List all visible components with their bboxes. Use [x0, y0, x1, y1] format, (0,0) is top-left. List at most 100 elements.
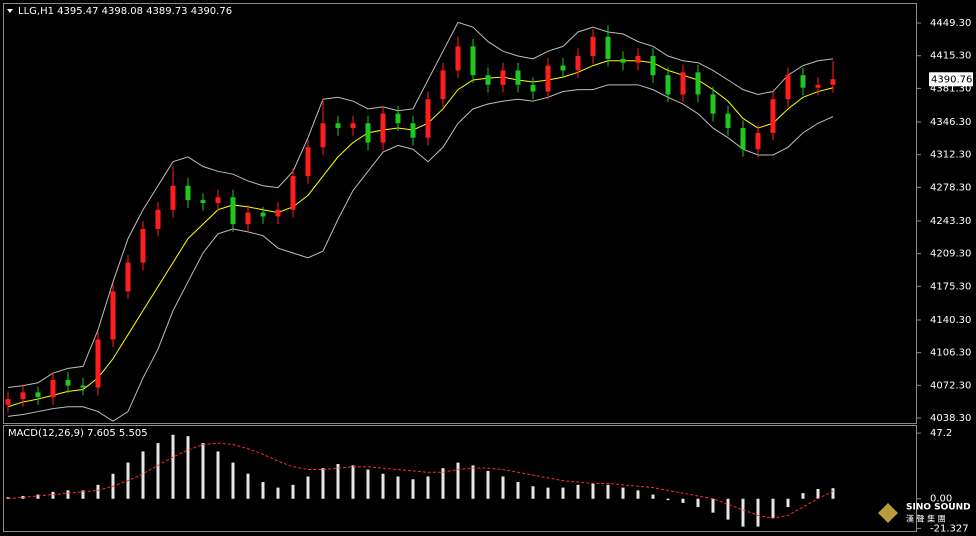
- macd-bar: [621, 487, 625, 499]
- macd-bar: [246, 473, 250, 499]
- candle-body: [305, 147, 311, 177]
- candle-body: [140, 228, 146, 263]
- candle-body: [635, 55, 641, 63]
- candle-body: [680, 72, 686, 95]
- y-tick-label: 4449.30: [930, 18, 971, 29]
- candle-body: [815, 84, 821, 88]
- price-title: LLG,H1 4395.47 4398.08 4389.73 4390.76: [18, 6, 232, 17]
- macd-bar: [411, 479, 415, 499]
- candle-body: [110, 291, 116, 340]
- macd-bar: [366, 469, 370, 499]
- macd-bar: [636, 490, 640, 499]
- candle-body: [5, 399, 11, 405]
- macd-panel: [3, 425, 917, 532]
- macd-bar: [51, 491, 55, 499]
- macd-bar: [801, 493, 805, 499]
- macd-bar: [381, 473, 385, 499]
- macd-bar: [516, 482, 520, 499]
- macd-bar: [546, 487, 550, 499]
- candle-body: [650, 55, 656, 76]
- y-tick-label: 4140.30: [930, 315, 971, 326]
- macd-bar: [816, 489, 820, 499]
- macd-bar: [561, 487, 565, 499]
- macd-bar: [336, 463, 340, 499]
- candle-body: [275, 209, 281, 217]
- macd-bar: [741, 498, 745, 527]
- macd-bar: [771, 498, 775, 519]
- macd-bar: [831, 488, 835, 499]
- macd-bar: [576, 484, 580, 499]
- candle-body: [335, 123, 341, 129]
- watermark: SINO SOUND 漢 聲 集 團: [878, 503, 971, 524]
- candle-body: [155, 209, 161, 229]
- candle-body: [695, 72, 701, 95]
- macd-bar: [171, 434, 175, 499]
- macd-bar: [651, 494, 655, 499]
- last-price-label: 4390.76: [931, 74, 972, 85]
- candle-body: [395, 113, 401, 124]
- candle-body: [50, 379, 56, 398]
- y-tick-label: 4278.30: [930, 182, 971, 193]
- candle-body: [590, 36, 596, 56]
- candle-body: [425, 99, 431, 138]
- candle-body: [785, 75, 791, 100]
- y-tick-label: 4106.30: [930, 348, 971, 359]
- candle-body: [485, 75, 491, 85]
- macd-bar: [606, 484, 610, 499]
- candle-body: [230, 197, 236, 225]
- candle-body: [725, 113, 731, 129]
- candle-body: [440, 70, 446, 100]
- macd-bar: [186, 436, 190, 499]
- candle-body: [290, 176, 296, 210]
- macd-bar: [216, 451, 220, 499]
- candle-body: [245, 212, 251, 225]
- macd-bar: [426, 476, 430, 499]
- candle-body: [665, 75, 671, 95]
- macd-bar: [291, 484, 295, 499]
- macd-bar: [456, 462, 460, 499]
- macd-bar: [6, 497, 10, 499]
- macd-bar: [486, 470, 490, 499]
- y-tick-label: 4243.30: [930, 216, 971, 227]
- macd-bar: [591, 483, 595, 499]
- macd-bar: [441, 468, 445, 499]
- candle-body: [455, 46, 461, 71]
- candle-body: [125, 262, 131, 292]
- y-tick-label: 4346.30: [930, 117, 971, 128]
- macd-bar: [36, 494, 40, 499]
- macd-bar: [786, 498, 790, 508]
- candle-body: [260, 212, 266, 217]
- candle-body: [560, 65, 566, 71]
- y-tick-label: 4312.30: [930, 150, 971, 161]
- candle-body: [500, 70, 506, 85]
- macd-bar: [501, 476, 505, 499]
- candle-body: [830, 79, 836, 85]
- macd-bar: [96, 484, 100, 499]
- y-tick-label: 0.00: [930, 494, 952, 505]
- price-panel: [3, 3, 917, 424]
- candle-body: [740, 128, 746, 150]
- candle-body: [575, 55, 581, 71]
- candle-body: [515, 70, 521, 85]
- candle-body: [470, 46, 476, 76]
- macd-bar: [306, 476, 310, 499]
- y-tick-label: 4209.30: [930, 249, 971, 260]
- candle-body: [65, 379, 71, 386]
- macd-bar: [681, 498, 685, 503]
- y-tick-label: 47.2: [930, 428, 952, 439]
- watermark-chinese: 漢 聲 集 團: [906, 514, 946, 524]
- candle-body: [605, 36, 611, 59]
- candle-body: [545, 65, 551, 92]
- macd-bar: [396, 476, 400, 499]
- watermark-logo: [878, 503, 898, 523]
- candle-body: [95, 339, 101, 388]
- band-line: [7, 84, 834, 422]
- y-tick-label: 4175.30: [930, 281, 971, 292]
- y-tick-label: 4415.30: [930, 51, 971, 62]
- macd-bar: [261, 482, 265, 499]
- macd-bar: [141, 451, 145, 499]
- candle-body: [35, 392, 41, 398]
- macd-bar: [756, 498, 760, 527]
- macd-bar: [666, 498, 670, 501]
